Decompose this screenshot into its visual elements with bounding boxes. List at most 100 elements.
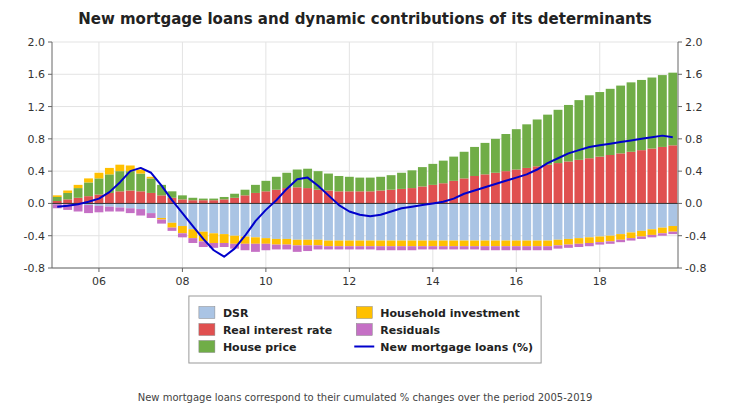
bar — [84, 205, 93, 213]
bar — [74, 185, 83, 188]
legend-label: Real interest rate — [223, 324, 332, 337]
bar — [533, 246, 542, 250]
y2-tick-label: -0.4 — [685, 230, 706, 243]
y-grid-line — [52, 235, 678, 236]
bar — [178, 203, 187, 226]
bar — [616, 240, 625, 242]
bar — [616, 234, 625, 240]
y-tick-label: 0.0 — [28, 197, 46, 210]
y2-tick — [678, 171, 682, 172]
legend-item: DSR — [199, 307, 249, 320]
y2-tick-label: -0.8 — [685, 262, 706, 275]
bar — [627, 203, 636, 232]
bar — [376, 177, 385, 191]
bar — [324, 246, 333, 249]
bar — [595, 203, 604, 236]
bar — [293, 245, 302, 251]
bar — [512, 246, 521, 250]
legend-label: Household investment — [380, 307, 520, 320]
bar — [63, 191, 72, 193]
bar — [282, 245, 291, 250]
bar — [366, 191, 375, 203]
bar — [647, 149, 656, 204]
legend-swatch — [356, 307, 372, 319]
bar — [376, 191, 385, 204]
y2-tick — [678, 42, 682, 43]
plot-area — [52, 73, 678, 257]
bar — [220, 203, 229, 234]
bar — [408, 203, 417, 240]
y2-tick-label: 2.0 — [685, 36, 703, 49]
bar — [334, 241, 343, 247]
bar — [178, 199, 187, 203]
x-tick-label: 08 — [175, 275, 189, 288]
legend-item: House price — [199, 341, 296, 354]
bar — [230, 236, 239, 244]
bar — [533, 203, 542, 240]
bar — [554, 163, 563, 203]
bar — [418, 241, 427, 247]
bar — [84, 182, 93, 196]
bar — [220, 243, 229, 247]
bar — [334, 176, 343, 191]
bar — [188, 238, 197, 243]
bar — [241, 195, 250, 203]
bar — [574, 244, 583, 247]
legend-box — [189, 296, 541, 363]
bar-series — [53, 204, 677, 252]
bar — [157, 195, 166, 203]
y-tick — [48, 235, 52, 236]
bar — [95, 178, 104, 194]
bar — [220, 234, 229, 243]
bar-series — [53, 203, 677, 240]
bar — [241, 190, 250, 196]
bar — [627, 238, 636, 240]
bar — [408, 170, 417, 188]
bar — [355, 246, 364, 249]
bar — [668, 203, 677, 226]
bar — [115, 191, 124, 203]
bar — [376, 246, 385, 250]
bar — [501, 203, 510, 240]
bar — [574, 160, 583, 204]
bar — [261, 244, 270, 250]
bar — [408, 188, 417, 203]
bar — [282, 239, 291, 245]
bar — [230, 194, 239, 198]
y-tick — [48, 106, 52, 107]
bar — [345, 191, 354, 203]
bar-series — [53, 145, 677, 203]
bar — [460, 152, 469, 179]
bar — [251, 193, 260, 203]
bar — [668, 145, 677, 203]
bar — [95, 206, 104, 212]
bar — [84, 178, 93, 182]
bar — [418, 186, 427, 203]
y-tick-label: 2.0 — [28, 36, 46, 49]
bar — [606, 155, 615, 203]
legend-item: Residuals — [356, 324, 440, 337]
y-tick — [48, 171, 52, 172]
y2-tick — [678, 235, 682, 236]
bar — [105, 168, 114, 174]
bar — [199, 199, 208, 201]
bar — [512, 129, 521, 169]
bar — [126, 191, 135, 204]
bar — [543, 246, 552, 250]
bar — [199, 203, 208, 231]
bar — [449, 241, 458, 247]
bar — [554, 203, 563, 239]
legend-item: New mortgage loans (%) — [354, 341, 533, 354]
bar — [408, 246, 417, 250]
y-grid-line — [52, 138, 678, 139]
bar — [439, 161, 448, 184]
bar — [543, 241, 552, 247]
x-tick — [182, 268, 183, 272]
bar — [387, 190, 396, 204]
bar — [428, 203, 437, 240]
legend-item: Household investment — [356, 307, 520, 320]
y-tick-label: 0.8 — [28, 133, 46, 146]
bar — [136, 191, 145, 203]
bar — [168, 203, 177, 222]
legend-swatch — [199, 341, 215, 353]
